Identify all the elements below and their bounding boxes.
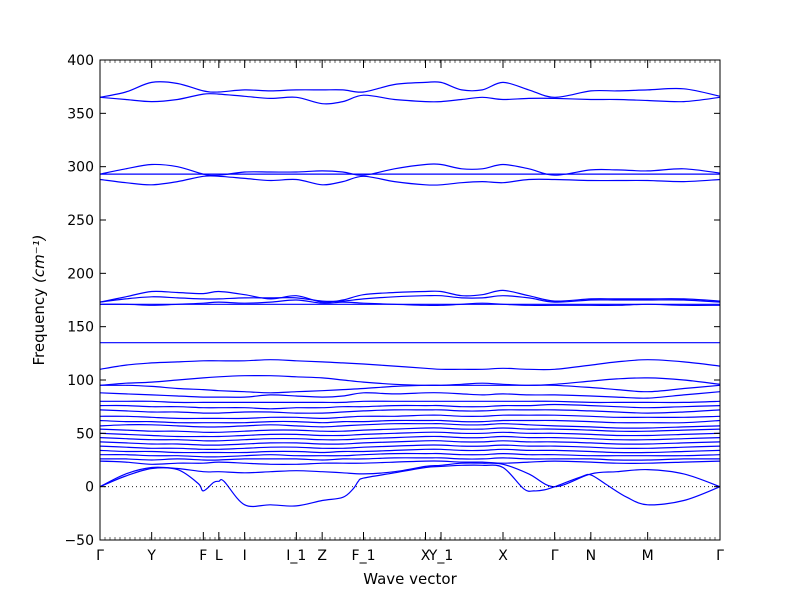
band-line-13 (100, 384, 720, 394)
band-line-22 (100, 431, 720, 438)
band-line-20 (100, 423, 720, 429)
x-tick-label: Z (317, 548, 327, 564)
band-line-12 (100, 375, 720, 387)
band-line-27 (100, 452, 720, 458)
band-line-28 (100, 457, 720, 461)
y-tick-label: −50 (64, 533, 94, 549)
band-line-16 (100, 403, 720, 410)
x-tick-label: Y_1 (428, 548, 453, 564)
band-line-31 (100, 464, 720, 508)
band-line-6 (100, 289, 720, 303)
band-line-14 (100, 391, 720, 399)
x-tick-label: F (199, 548, 207, 564)
y-tick-label: 0 (85, 480, 94, 496)
band-line-1 (100, 81, 720, 98)
band-line-9 (100, 299, 720, 307)
x-axis-ticks: Γ Y F L I I_1 Z F_1 XY_1 X Γ N M Γ (96, 60, 724, 564)
x-tick-label: L (215, 548, 223, 564)
band-line-21 (100, 427, 720, 433)
x-tick-label: Y (146, 548, 156, 564)
band-line-2 (100, 93, 720, 105)
x-tick-label: X (421, 548, 431, 564)
y-tick-label: 50 (76, 426, 94, 442)
x-tick-label: N (586, 548, 596, 564)
y-tick-label: 200 (67, 266, 94, 282)
x-tick-label: I (243, 548, 247, 564)
band-line-19 (100, 419, 720, 424)
x-tick-label: Γ (716, 548, 724, 564)
band-lines-group (100, 81, 720, 508)
band-line-25 (100, 444, 720, 451)
y-tick-label: 150 (67, 320, 94, 336)
band-line-5 (100, 175, 720, 186)
band-line-18 (100, 414, 720, 420)
x-tick-label: I_1 (286, 548, 306, 564)
y-tick-label: 400 (67, 53, 94, 69)
band-line-29 (100, 460, 720, 465)
band-line-30 (100, 462, 720, 488)
y-axis-label-group: Frequency (cm⁻¹) (30, 235, 48, 366)
band-line-7 (100, 294, 720, 303)
x-tick-label: X (498, 548, 508, 564)
band-line-17 (100, 409, 720, 414)
band-line-11 (100, 359, 720, 371)
y-axis-label: Frequency (30, 288, 48, 366)
x-tick-label: F_1 (352, 548, 376, 564)
y-tick-label: 300 (67, 160, 94, 176)
y-axis-ticks: −50 0 50 100 150 200 250 300 350 400 (64, 53, 720, 549)
y-axis-unit: (cm⁻¹) (30, 235, 48, 284)
x-axis-label: Wave vector (363, 570, 457, 588)
x-axis-minor-ticks (99, 60, 721, 540)
x-tick-label: Γ (96, 548, 104, 564)
band-line-26 (100, 448, 720, 454)
band-line-15 (100, 400, 720, 404)
x-tick-label: M (642, 548, 654, 564)
x-tick-label: Γ (551, 548, 559, 564)
y-tick-label: 100 (67, 373, 94, 389)
band-line-23 (100, 435, 720, 442)
y-tick-label: 350 (67, 106, 94, 122)
y-tick-label: 250 (67, 213, 94, 229)
band-line-24 (100, 440, 720, 446)
